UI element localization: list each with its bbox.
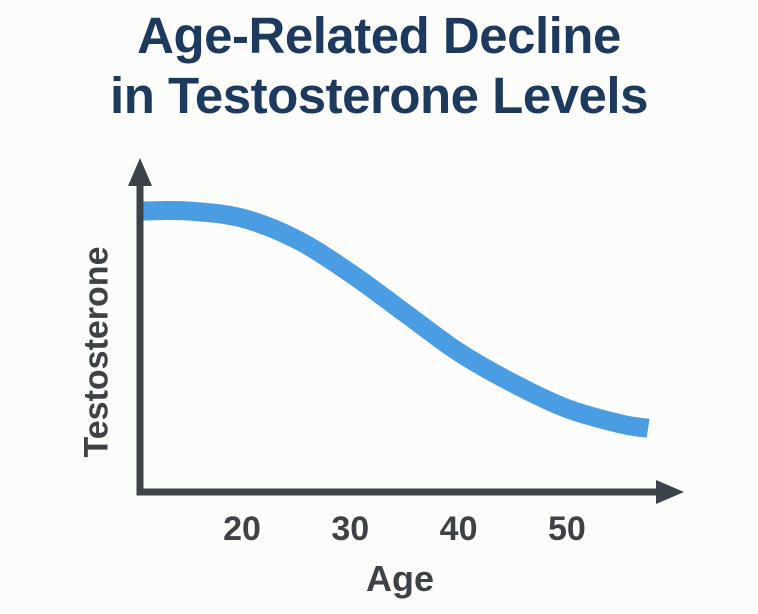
x-tick-label: 30	[331, 510, 369, 548]
testosterone-curve	[138, 200, 650, 438]
x-tick-label: 20	[223, 510, 261, 548]
x-tick-labels: 20 30 40 50	[223, 510, 586, 548]
x-axis-label: Age	[365, 558, 434, 599]
chart-title-line-1: Age-Related Decline	[137, 7, 621, 64]
chart-title: Age-Related Decline in Testosterone Leve…	[0, 6, 758, 125]
chart-title-line-2: in Testosterone Levels	[110, 66, 648, 124]
x-axis-arrowhead-icon	[656, 480, 684, 504]
x-tick-label: 50	[548, 510, 586, 548]
y-axis-arrowhead-icon	[128, 158, 152, 186]
x-tick-label: 40	[440, 510, 478, 548]
y-axis-label: Testosterone	[77, 246, 116, 458]
